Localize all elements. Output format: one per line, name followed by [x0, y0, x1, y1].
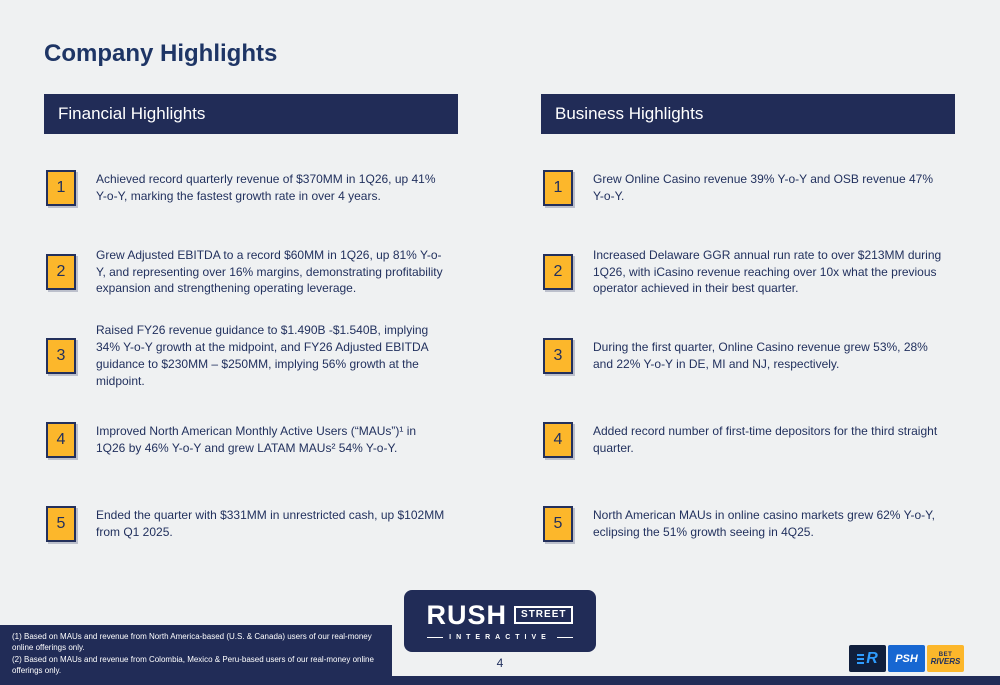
item-text: Raised FY26 revenue guidance to $1.490B …	[96, 323, 429, 388]
item-text: Added record number of first-time deposi…	[593, 424, 938, 455]
item-number-badge: 1	[543, 170, 573, 206]
logo-rush-text: RUSH	[426, 599, 508, 630]
item-text: North American MAUs in online casino mar…	[593, 508, 935, 539]
item-text: Grew Online Casino revenue 39% Y-o-Y and…	[593, 172, 933, 203]
financial-item-2: 2 Grew Adjusted EBITDA to a record $60MM…	[44, 230, 458, 314]
item-number-badge: 2	[46, 254, 76, 290]
business-highlights-header: Business Highlights	[541, 94, 955, 134]
financial-item-4: 4 Improved North American Monthly Active…	[44, 398, 458, 482]
business-item-3: 3 During the first quarter, Online Casin…	[541, 314, 955, 398]
item-text: Increased Delaware GGR annual run rate t…	[593, 247, 942, 296]
financial-item-3: 3 Raised FY26 revenue guidance to $1.490…	[44, 314, 458, 398]
item-number-badge: 4	[543, 422, 573, 458]
betrivers-line2: RIVERS	[930, 656, 961, 666]
financial-item-5: 5 Ended the quarter with $331MM in unres…	[44, 482, 458, 566]
business-highlights-section: Business Highlights 1 Grew Online Casino…	[541, 94, 955, 566]
betrivers-line1: BET	[938, 651, 953, 658]
business-highlights-header-label: Business Highlights	[555, 104, 704, 123]
rushbet-letter: R	[866, 649, 878, 667]
rush-street-interactive-logo: RUSH STREET INTERACTIVE	[404, 590, 596, 652]
rushbet-logo: R	[849, 645, 886, 672]
item-text: Improved North American Monthly Active U…	[96, 424, 417, 455]
item-number-badge: 5	[46, 506, 76, 542]
financial-item-1: 1 Achieved record quarterly revenue of $…	[44, 146, 458, 230]
item-text: Ended the quarter with $331MM in unrestr…	[96, 508, 445, 539]
logo-rule-right	[556, 636, 573, 638]
financial-highlights-list: 1 Achieved record quarterly revenue of $…	[44, 146, 458, 566]
betrivers-logo: BET RIVERS	[927, 645, 964, 672]
business-item-4: 4 Added record number of first-time depo…	[541, 398, 955, 482]
financial-highlights-header-label: Financial Highlights	[58, 104, 206, 123]
item-number-badge: 2	[543, 254, 573, 290]
speed-lines-icon	[857, 657, 865, 660]
footnote-2: (2) Based on MAUs and revenue from Colom…	[12, 654, 374, 675]
item-number-badge: 5	[543, 506, 573, 542]
logo-rule-left	[427, 636, 444, 638]
item-text: Achieved record quarterly revenue of $37…	[96, 172, 436, 203]
playsugarhouse-logo: PSH	[888, 645, 925, 672]
business-item-5: 5 North American MAUs in online casino m…	[541, 482, 955, 566]
page-number: 4	[496, 656, 504, 670]
item-text: Grew Adjusted EBITDA to a record $60MM i…	[96, 247, 443, 296]
logo-interactive-row: INTERACTIVE	[427, 634, 573, 641]
financial-highlights-header: Financial Highlights	[44, 94, 458, 134]
logo-interactive-text: INTERACTIVE	[449, 633, 551, 641]
page-title: Company Highlights	[44, 40, 278, 67]
item-number-badge: 3	[46, 338, 76, 374]
footnotes-block: (1) Based on MAUs and revenue from North…	[0, 625, 392, 685]
logo-street-text: STREET	[514, 606, 574, 624]
brand-logos-group: R PSH BET RIVERS	[849, 645, 964, 672]
business-item-2: 2 Increased Delaware GGR annual run rate…	[541, 230, 955, 314]
financial-highlights-section: Financial Highlights 1 Achieved record q…	[44, 94, 458, 566]
item-number-badge: 3	[543, 338, 573, 374]
footnote-1: (1) Based on MAUs and revenue from North…	[12, 632, 372, 653]
business-highlights-list: 1 Grew Online Casino revenue 39% Y-o-Y a…	[541, 146, 955, 566]
item-number-badge: 1	[46, 170, 76, 206]
bottom-accent-bar	[0, 676, 1000, 685]
psh-label: PSH	[895, 652, 918, 665]
logo-wordmark: RUSH STREET	[426, 599, 574, 630]
item-text: During the first quarter, Online Casino …	[593, 340, 928, 371]
business-item-1: 1 Grew Online Casino revenue 39% Y-o-Y a…	[541, 146, 955, 230]
item-number-badge: 4	[46, 422, 76, 458]
